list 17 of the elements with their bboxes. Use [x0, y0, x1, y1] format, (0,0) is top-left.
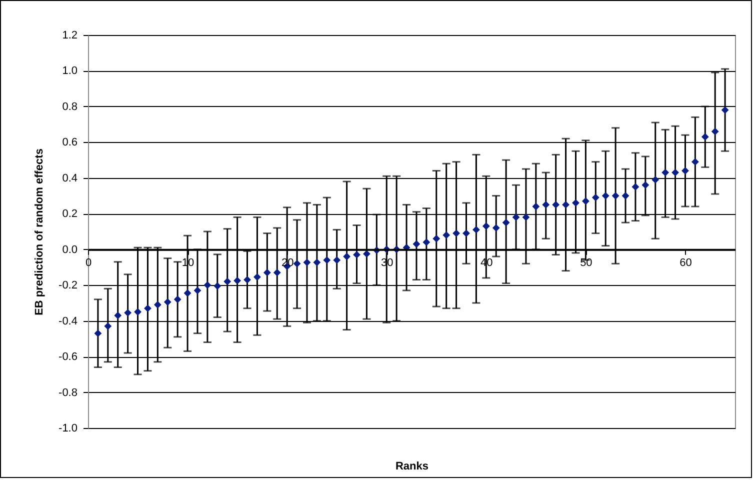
y-axis-title: EB prediction of random effects [34, 148, 46, 316]
x-tick-label: 50 [580, 256, 592, 269]
y-tick-label: 0.6 [62, 136, 78, 149]
x-tick-label: 60 [680, 256, 692, 269]
x-axis-title: Ranks [395, 460, 429, 472]
y-tick-label: 1.2 [62, 30, 78, 42]
y-tick-label: 0.8 [62, 100, 78, 113]
y-tick-label: -1.0 [58, 422, 78, 434]
y-tick-label: -0.2 [58, 280, 78, 292]
x-tick-label: 0 [85, 256, 92, 269]
y-tick-label: -0.8 [58, 386, 78, 399]
y-tick-label: 0.4 [62, 172, 78, 184]
y-tick-label: 0.2 [62, 208, 78, 220]
y-tick-label: 1.0 [62, 65, 78, 78]
y-tick-label: -0.4 [58, 315, 78, 328]
y-tick-label: 0.0 [62, 244, 78, 256]
y-tick-label: -0.6 [58, 351, 78, 364]
